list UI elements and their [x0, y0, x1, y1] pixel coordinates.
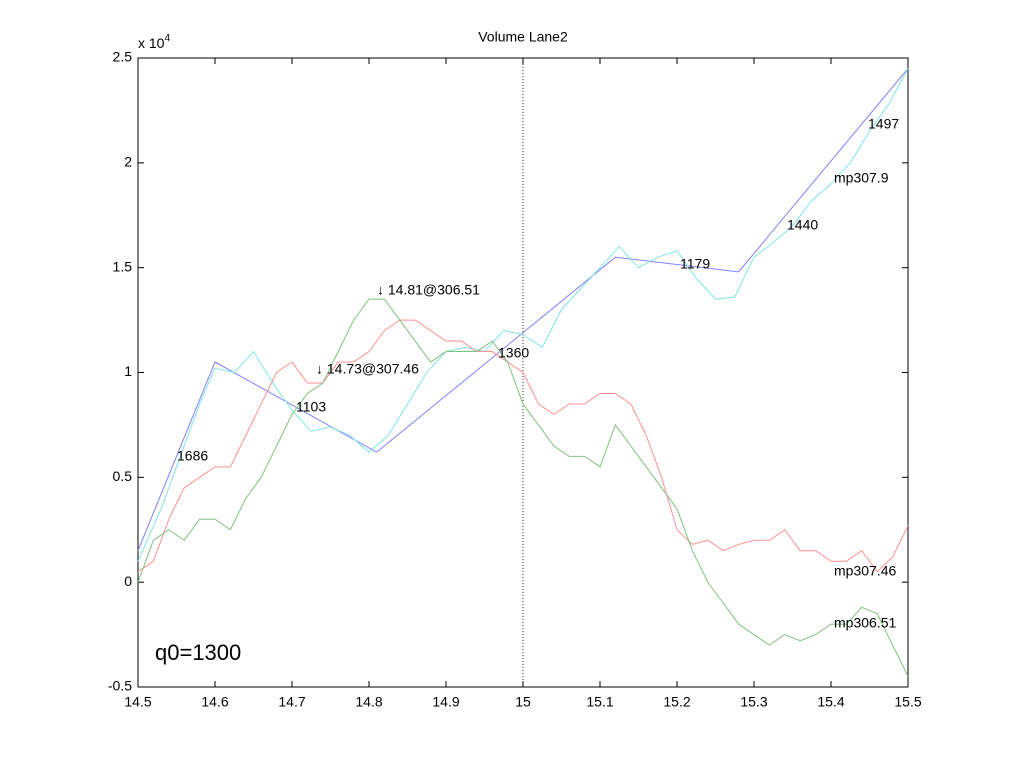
- x-tick-label: 15: [515, 694, 531, 710]
- x-tick-label: 14.6: [201, 694, 228, 710]
- y-tick-label: -0.5: [108, 678, 132, 694]
- y-tick-label: 2.5: [113, 49, 133, 65]
- series-line: [137, 319, 909, 573]
- series-line: [137, 68, 909, 562]
- x-tick-label: 15.3: [740, 694, 767, 710]
- y-tick-label: 1: [124, 363, 132, 379]
- y-multiplier-exponent: 4: [164, 33, 170, 44]
- annotation: 1440: [787, 217, 818, 233]
- series-line: [137, 298, 909, 677]
- annotation: mp306.51: [834, 615, 896, 631]
- y-tick-label: 1.5: [113, 258, 133, 274]
- y-tick-label: 0: [124, 573, 132, 589]
- chart-title: Volume Lane2: [478, 29, 568, 45]
- y-tick-label: 0.5: [113, 468, 133, 484]
- annotation: ↓ 14.81@306.51: [377, 282, 480, 298]
- annotation: 1360: [498, 345, 529, 361]
- annotation: mp307.46: [834, 563, 896, 579]
- x-tick-label: 14.5: [124, 694, 151, 710]
- x-tick-label: 15.1: [586, 694, 613, 710]
- y-multiplier: x 104: [138, 33, 170, 51]
- annotation: 1179: [680, 256, 710, 272]
- annotation: 1497: [868, 116, 899, 132]
- x-tick-label: 15.5: [894, 694, 921, 710]
- annotation: ↓ 14.73@307.46: [316, 361, 419, 377]
- annotation: q0=1300: [155, 640, 241, 665]
- x-tick-label: 14.9: [432, 694, 459, 710]
- x-tick-label: 15.2: [663, 694, 690, 710]
- annotation: mp307.9: [834, 170, 889, 186]
- annotation: 1103: [296, 399, 326, 415]
- x-tick-label: 14.7: [278, 694, 305, 710]
- x-tick-label: 14.8: [355, 694, 382, 710]
- y-multiplier-base: x 10: [138, 35, 165, 51]
- x-tick-label: 15.4: [817, 694, 844, 710]
- y-tick-label: 2: [124, 154, 132, 170]
- annotation: 1686: [177, 448, 208, 464]
